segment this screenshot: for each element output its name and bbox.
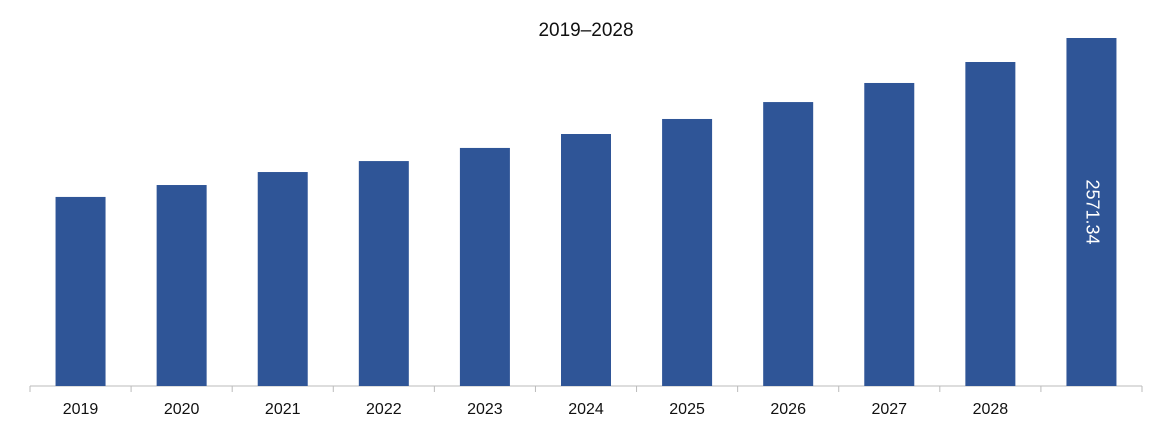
x-tick-label: 2024	[568, 401, 604, 418]
bar	[55, 196, 106, 386]
x-tick-label: 2021	[265, 401, 301, 418]
bar	[257, 172, 308, 386]
bar	[763, 102, 814, 387]
x-tick-label: 2027	[871, 401, 907, 418]
bar	[459, 147, 510, 386]
x-tick-label: 2020	[164, 401, 200, 418]
bar	[358, 161, 409, 386]
x-tick-label: 2026	[770, 401, 806, 418]
x-tick-label: 2023	[467, 401, 503, 418]
x-tick-label: 2019	[63, 401, 99, 418]
bar	[864, 82, 915, 387]
chart-title: 2019–2028	[538, 20, 633, 41]
data-label: 2571.34	[1083, 179, 1103, 244]
bar	[662, 118, 713, 386]
x-tick-label: 2028	[973, 401, 1009, 418]
bar	[156, 185, 207, 386]
x-tick-label: 2022	[366, 401, 402, 418]
bar	[561, 134, 611, 386]
x-tick-label: 2025	[669, 401, 705, 418]
bar	[965, 62, 1016, 386]
bar	[1066, 38, 1117, 386]
